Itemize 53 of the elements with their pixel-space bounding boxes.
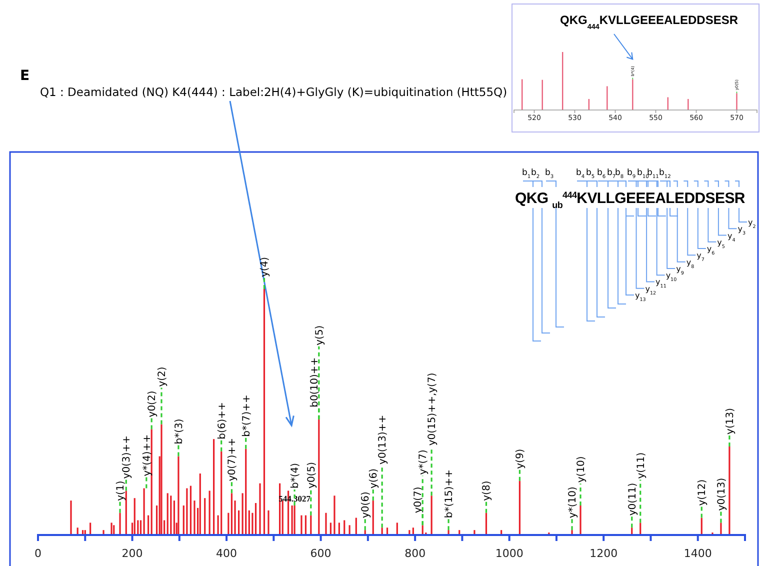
- annotation: y(12): [697, 479, 708, 506]
- annotation: y(5): [314, 325, 326, 346]
- annotation: y(1): [116, 480, 127, 501]
- annotation: b(6)++: [216, 402, 228, 440]
- annotation: y0(13)++: [378, 414, 389, 464]
- annotation: y(4): [260, 256, 271, 277]
- annotation: y0(3)++: [122, 436, 133, 479]
- x-tick-label: 0: [34, 546, 42, 560]
- annotation: y(13): [724, 408, 736, 434]
- annotation: y*(7): [418, 450, 430, 475]
- x-tick-label: 200: [122, 546, 143, 560]
- x-tick-label: 600: [310, 546, 332, 560]
- text: QKG$_{444}$KVLLGEEEALEDDSESR: [560, 13, 738, 30]
- annotation: y0(15)++,y(7): [427, 372, 438, 446]
- annotation: y(9): [515, 448, 526, 469]
- x-tick-label: 1200: [590, 546, 618, 560]
- text: b$_{1}$: [522, 168, 531, 180]
- text: b$_{3}$: [545, 168, 554, 180]
- annotation: y*(4)++: [142, 434, 153, 476]
- text: QKG $_{ub}$$^{444}$KVLLGEEEALEDDSESR: [515, 190, 746, 210]
- text: Q1 : Deamidated (NQ) K4(444) : Label:2H(4)+GlyGly (K)=ubiquitination (Htt55Q): [40, 85, 508, 99]
- text: b$_{6}$: [597, 168, 606, 180]
- annotation: y0(11): [627, 482, 638, 516]
- text: b$_{8}$: [615, 168, 624, 180]
- x-tick-label: 1400: [684, 546, 712, 560]
- annotation: y0(7)++: [227, 438, 238, 482]
- annotation: b*(4): [290, 462, 302, 488]
- text: b$_{5}$: [586, 168, 595, 180]
- text: b$_{2}$: [531, 168, 540, 180]
- x-tick-label: 1000: [495, 546, 524, 560]
- annotation: y(8): [482, 480, 493, 501]
- annotation: y0(5): [306, 462, 318, 488]
- x-tick-label: 800: [404, 546, 426, 560]
- annotation: y0(13): [716, 478, 728, 511]
- text: b$_{4}$: [576, 168, 585, 180]
- annotation: b*(3): [174, 418, 185, 444]
- text: b$_{12}$: [659, 168, 671, 180]
- annotation: y*(10): [568, 486, 579, 518]
- text: b$_{9}$: [627, 168, 636, 180]
- annotation: y0(2): [147, 390, 158, 418]
- x-tick-label: 400: [216, 546, 238, 560]
- text: E: [20, 68, 30, 84]
- text: b$_{7}$: [607, 168, 616, 180]
- annotation: y(2): [156, 366, 168, 387]
- annotation: b*(15)++: [444, 469, 456, 518]
- annotation: b*(7)++: [241, 394, 252, 437]
- annotation: y(10): [576, 456, 588, 483]
- annotation: b0(10)++: [309, 357, 320, 408]
- annotation: y0(7): [413, 486, 424, 514]
- annotation: y0(6): [360, 492, 372, 518]
- annotation: y(11): [636, 452, 647, 479]
- annotation: y(6): [368, 468, 380, 489]
- text: b$_{10}$: [637, 168, 649, 180]
